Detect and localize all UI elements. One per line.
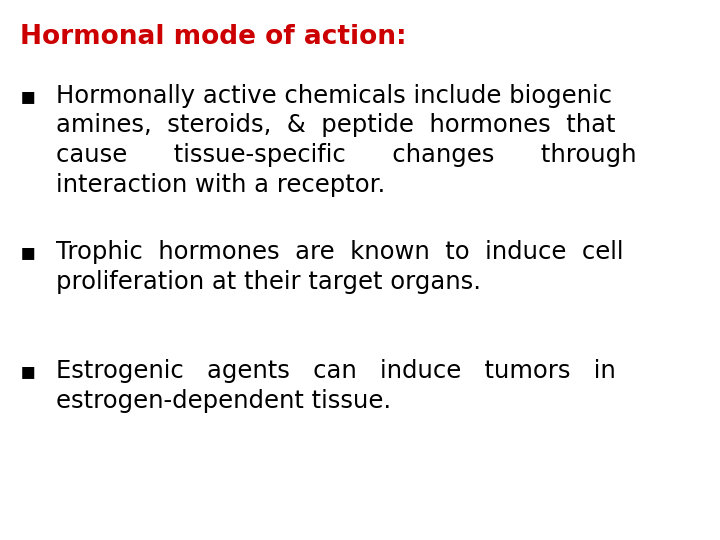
Text: proliferation at their target organs.: proliferation at their target organs. bbox=[56, 270, 481, 294]
Text: ▪: ▪ bbox=[20, 359, 37, 383]
Text: ▪: ▪ bbox=[20, 84, 37, 107]
Text: Estrogenic   agents   can   induce   tumors   in: Estrogenic agents can induce tumors in bbox=[56, 359, 616, 383]
Text: cause      tissue-specific      changes      through: cause tissue-specific changes through bbox=[56, 143, 636, 167]
Text: estrogen-dependent tissue.: estrogen-dependent tissue. bbox=[56, 389, 391, 413]
Text: ▪: ▪ bbox=[20, 240, 37, 264]
Text: Hormonally active chemicals include biogenic: Hormonally active chemicals include biog… bbox=[56, 84, 612, 107]
Text: amines,  steroids,  &  peptide  hormones  that: amines, steroids, & peptide hormones tha… bbox=[56, 113, 616, 137]
Text: interaction with a receptor.: interaction with a receptor. bbox=[56, 173, 385, 197]
Text: Hormonal mode of action:: Hormonal mode of action: bbox=[20, 24, 407, 50]
Text: Trophic  hormones  are  known  to  induce  cell: Trophic hormones are known to induce cel… bbox=[56, 240, 624, 264]
